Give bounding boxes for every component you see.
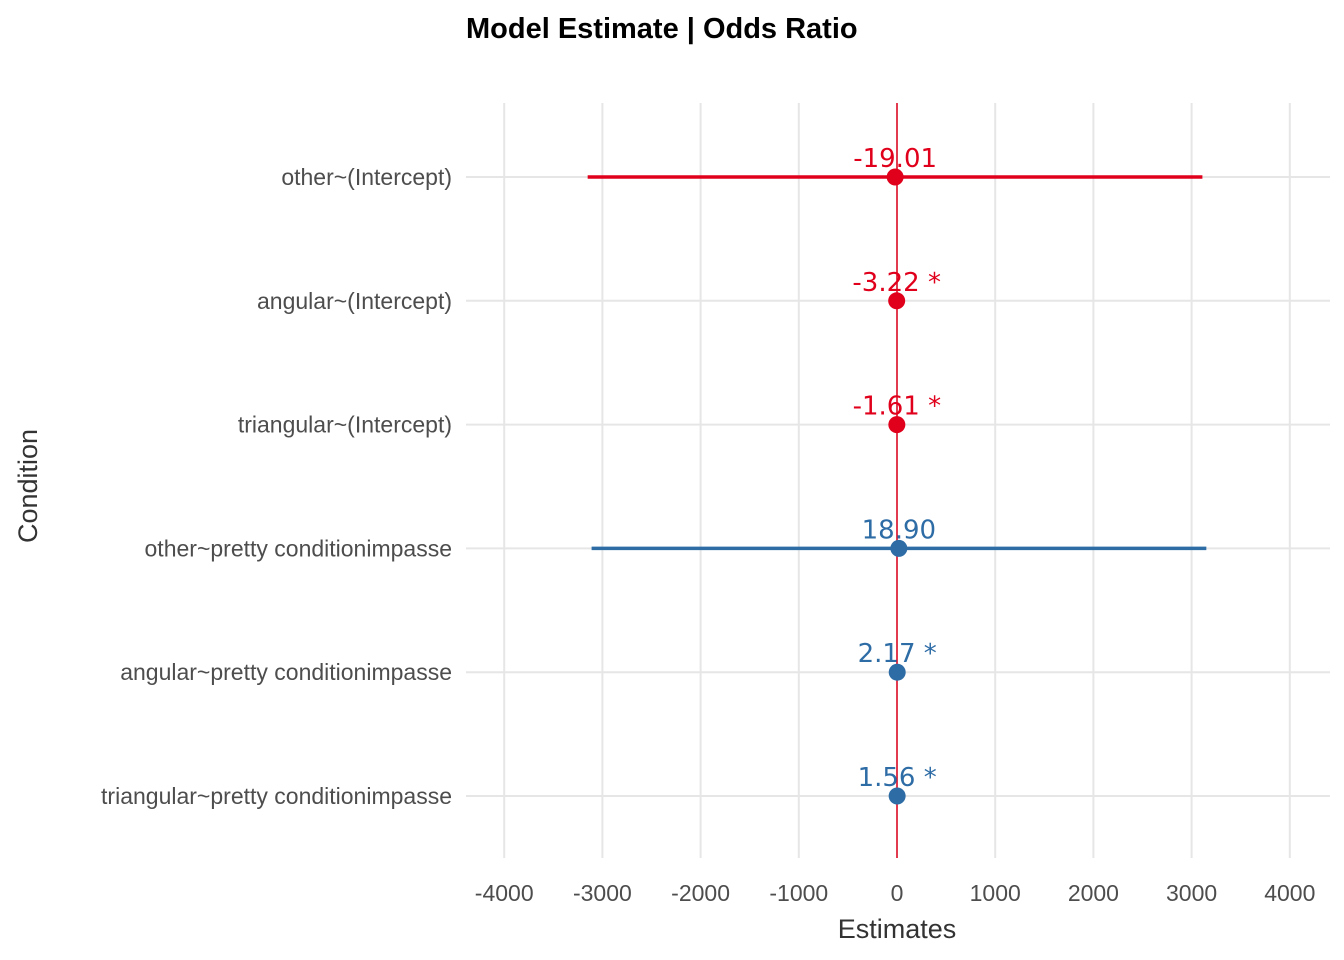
estimate-label: 1.56 * (858, 763, 937, 793)
x-tick-label: -3000 (573, 880, 632, 906)
y-tick-label: other~pretty conditionimpasse (145, 535, 452, 561)
estimate-point (890, 539, 908, 557)
estimate-point (888, 416, 906, 434)
estimate-labels: -19.01 -3.22 * -1.61 * 18.90 2.17 * 1.56 * (852, 144, 941, 793)
estimate-point (888, 292, 906, 310)
chart-title: Model Estimate | Odds Ratio (466, 13, 858, 45)
estimate-points (886, 168, 908, 805)
y-tick-label: triangular~(Intercept) (238, 412, 452, 438)
x-tick-label: -1000 (769, 880, 828, 906)
estimate-point (888, 663, 906, 681)
estimate-label: 2.17 * (858, 639, 937, 669)
estimate-point (888, 787, 906, 805)
x-tick-label: -2000 (671, 880, 730, 906)
x-tick-label: 2000 (1068, 880, 1119, 906)
estimate-label: -3.22 * (852, 268, 941, 298)
y-tick-label: other~(Intercept) (281, 164, 452, 190)
y-tick-label: angular~(Intercept) (257, 288, 452, 314)
estimate-label: -1.61 * (853, 392, 942, 422)
y-tick-label: angular~pretty conditionimpasse (120, 659, 452, 685)
y-tick-labels: other~(Intercept) angular~(Intercept) tria… (101, 164, 452, 809)
x-tick-label: 1000 (970, 880, 1021, 906)
x-axis-label: Estimates (838, 914, 957, 944)
estimate-label: 18.90 (862, 515, 936, 545)
x-tick-label: 4000 (1264, 880, 1315, 906)
y-axis-label: Condition (13, 429, 43, 543)
x-tick-label: 3000 (1166, 880, 1217, 906)
estimate-point (886, 168, 904, 186)
x-tick-label: -4000 (475, 880, 534, 906)
y-tick-label: triangular~pretty conditionimpasse (101, 783, 452, 809)
x-tick-label: 0 (891, 880, 904, 906)
estimate-label: -19.01 (853, 144, 937, 174)
x-tick-labels: -4000 -3000 -2000 -1000 0 1000 2000 3000 4000 (475, 880, 1316, 906)
